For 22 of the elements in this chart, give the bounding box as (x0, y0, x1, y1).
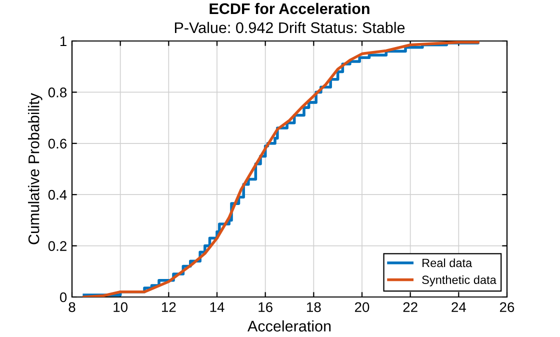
x-tick-label: 24 (452, 302, 466, 312)
y-tick-label: 0.6 (48, 138, 67, 149)
x-tick-label: 22 (403, 302, 418, 312)
y-axis-title: Cumulative Probability (28, 93, 42, 244)
y-tick-label: 0.8 (48, 88, 67, 98)
x-tick-label: 12 (162, 302, 176, 312)
y-tick-label: 0.2 (48, 241, 66, 251)
y-tick-label: 0.4 (48, 190, 67, 200)
x-tick-label: 26 (500, 302, 514, 312)
x-tick-label: 20 (354, 302, 370, 312)
x-tick-label: 8 (68, 302, 76, 312)
chart-title: ECDF for Acceleration (210, 2, 370, 14)
legend-label: Synthetic data (422, 275, 496, 286)
y-tick-label: 1 (60, 36, 66, 46)
x-tick-label: 18 (307, 302, 321, 312)
x-tick-label: 14 (210, 302, 224, 312)
x-tick-label: 10 (114, 302, 128, 312)
x-tick-label: 16 (258, 302, 272, 312)
chart-subtitle: P-Value: 0.942 Drift Status: Stable (174, 22, 405, 34)
legend-label: Real data (422, 258, 472, 268)
y-tick-label: 0 (60, 292, 67, 302)
x-axis-title: Acceleration (247, 320, 331, 332)
